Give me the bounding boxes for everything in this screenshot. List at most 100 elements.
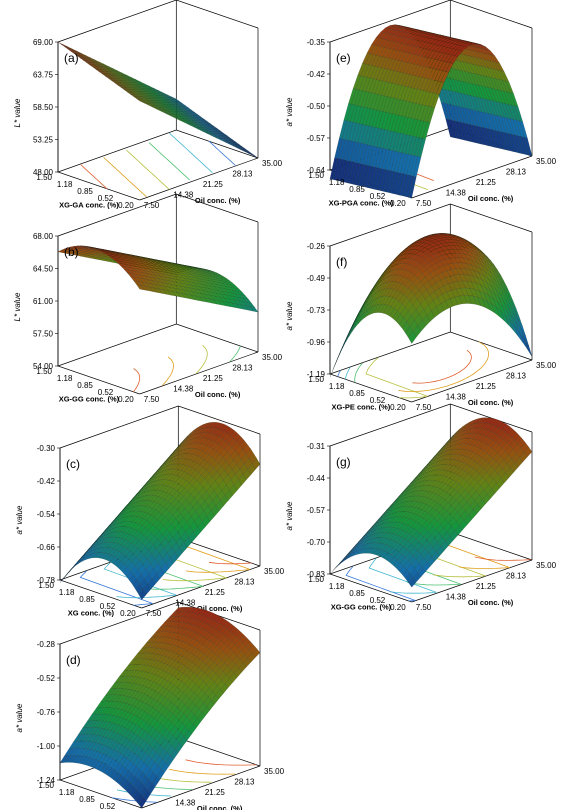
z-tick-label: 57.50: [33, 330, 54, 339]
box-edge: [139, 351, 259, 395]
x-tick-label: 1.18: [57, 374, 73, 383]
x-tick-label: 0.20: [118, 395, 134, 404]
x-tick-label: 1.18: [329, 382, 345, 391]
contour-line: [208, 561, 252, 565]
x-axis-label: XG-GG conc. (%): [59, 394, 120, 403]
box-edge: [141, 565, 261, 609]
y-tick-label: 14.38: [446, 593, 467, 602]
contour-line: [79, 570, 153, 606]
y-tick-label: 28.13: [506, 572, 527, 581]
z-tick-label: -0.96: [307, 338, 326, 347]
y-tick-label: 21.25: [203, 374, 224, 383]
x-axis-label: XG-PGA conc. (%): [329, 198, 394, 207]
z-axis-label: a* value: [15, 703, 24, 732]
z-tick-label: -0.30: [37, 444, 56, 453]
box-top: [57, 193, 259, 237]
surface-mesh: [329, 417, 533, 588]
y-axis-label: Oil conc. (%): [468, 194, 514, 203]
x-tick-label: 1.18: [59, 588, 75, 597]
panel-label: (f): [336, 255, 347, 269]
y-tick-label: 7.50: [416, 403, 432, 412]
x-tick-label: 0.20: [120, 609, 136, 618]
z-tick-label: -0.35: [307, 38, 326, 47]
y-tick-label: 7.50: [144, 395, 160, 404]
contour-line: [365, 357, 428, 399]
z-tick-label: -0.54: [37, 510, 56, 519]
x-tick-label: 0.85: [349, 589, 365, 598]
panel-label: (b): [64, 245, 79, 259]
surface-panel-g: -0.83-0.70-0.57-0.44-0.31a* value1.501.1…: [285, 403, 557, 612]
x-axis-label: XG-PE conc. (%): [332, 402, 391, 411]
x-tick-label: 0.20: [390, 603, 406, 612]
z-tick-label: -0.26: [307, 242, 326, 251]
y-tick-label: 35.00: [262, 353, 283, 362]
y-axis-label: Oil conc. (%): [468, 398, 514, 407]
y-tick-label: 35.00: [536, 157, 557, 166]
z-tick-label: -0.57: [307, 134, 326, 143]
surface-cell: [250, 306, 259, 313]
x-axis-label: XG-GG conc. (%): [331, 602, 392, 611]
contour-line: [474, 556, 531, 561]
z-tick-label: -0.42: [37, 477, 56, 486]
contour-line: [126, 149, 170, 190]
y-axis-label: Oil conc. (%): [468, 598, 514, 607]
surface-mesh: [57, 245, 259, 313]
z-tick-label: 64.50: [33, 265, 54, 274]
x-tick-label: 0.20: [118, 201, 134, 210]
z-tick-label: -0.66: [37, 543, 56, 552]
z-tick-label: -0.50: [307, 102, 326, 111]
y-tick-label: 35.00: [536, 361, 557, 370]
contour-line: [103, 157, 147, 198]
z-axis-label: a* value: [15, 505, 24, 534]
box-base: [56, 129, 259, 201]
y-tick-label: 28.13: [232, 364, 253, 373]
z-tick-label: -0.44: [307, 474, 326, 483]
z-tick-label: -0.28: [37, 640, 56, 649]
surface-mesh: [329, 24, 533, 199]
x-tick-label: 0.52: [98, 388, 114, 397]
y-tick-label: 7.50: [416, 603, 432, 612]
y-tick-label: 28.13: [506, 168, 527, 177]
z-tick-label: 58.50: [33, 103, 54, 112]
z-tick-label: 63.75: [33, 71, 54, 80]
z-tick-label: 61.00: [33, 297, 54, 306]
box-edge: [411, 359, 533, 403]
contour-line: [169, 132, 213, 173]
x-tick-label: 1.50: [36, 367, 52, 376]
y-tick-label: 21.25: [476, 382, 497, 391]
y-axis-label: Oil conc. (%): [195, 390, 241, 399]
y-tick-label: 28.13: [234, 778, 255, 787]
x-tick-label: 0.85: [349, 389, 365, 398]
y-tick-label: 35.00: [262, 159, 283, 168]
panel-label: (e): [336, 51, 351, 65]
contour-line: [412, 349, 472, 384]
z-tick-label: -0.70: [307, 538, 326, 547]
z-tick-label: 53.25: [33, 136, 54, 145]
surface-cell: [524, 338, 533, 357]
z-tick-label: 54.00: [33, 362, 54, 371]
z-axis-label: a* value: [285, 501, 294, 530]
contour-line: [208, 140, 236, 166]
y-tick-label: 21.25: [476, 178, 497, 187]
z-axis-label: L* value: [13, 98, 22, 127]
x-tick-label: 0.85: [79, 595, 95, 604]
z-tick-label: 48.00: [33, 168, 54, 177]
z-tick-label: 69.00: [33, 38, 54, 47]
surface-panel-e: -0.64-0.57-0.50-0.42-0.35a* value1.501.1…: [285, 0, 557, 208]
x-tick-label: 0.20: [390, 403, 406, 412]
z-tick-label: -0.76: [37, 708, 56, 717]
contour-line: [148, 142, 190, 181]
box-edge: [139, 157, 259, 201]
y-tick-label: 21.25: [205, 588, 226, 597]
surface-panel-c: -0.78-0.66-0.54-0.42-0.30a* value1.501.1…: [15, 405, 285, 618]
surface-mesh: [57, 41, 259, 159]
y-axis-label: Oil conc. (%): [197, 804, 243, 810]
z-tick-label: -1.00: [37, 742, 56, 751]
x-tick-label: 0.85: [79, 795, 95, 804]
x-tick-label: 1.50: [38, 581, 54, 590]
z-tick-label: -0.52: [37, 674, 56, 683]
panel-label: (a): [64, 51, 79, 65]
contour-line: [195, 345, 208, 374]
y-tick-label: 28.13: [234, 578, 255, 587]
